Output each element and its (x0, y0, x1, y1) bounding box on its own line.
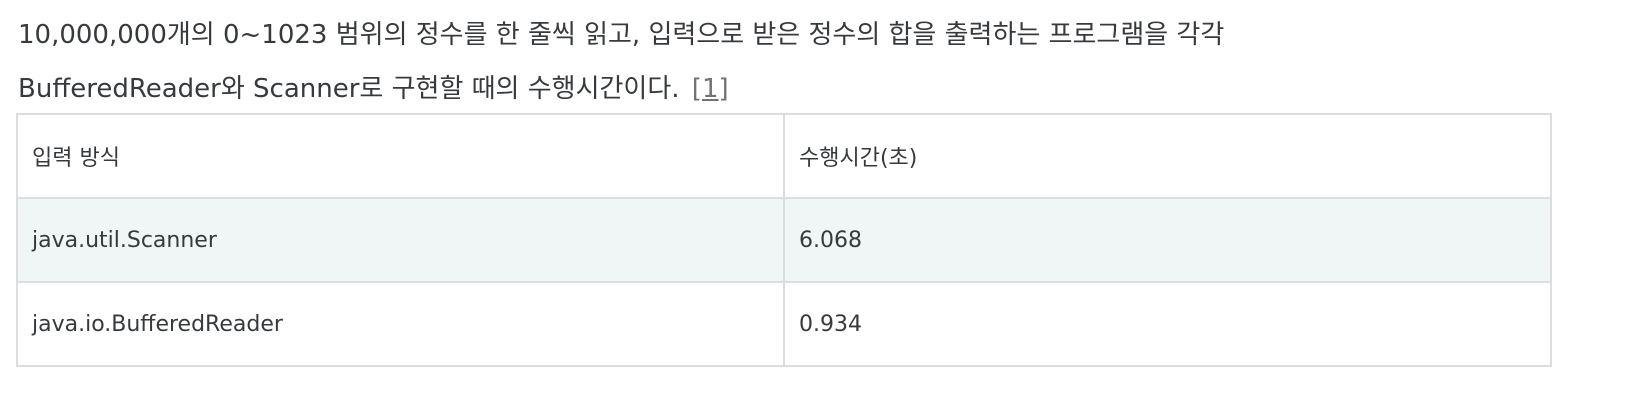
description-paragraph: 10,000,000개의 0~1023 범위의 정수를 한 줄씩 읽고, 입력으… (18, 8, 1618, 116)
cell-time: 6.068 (783, 197, 1552, 283)
cell-time: 0.934 (783, 281, 1552, 367)
cell-method: java.io.BufferedReader (16, 281, 785, 367)
table-header-row: 입력 방식 수행시간(초) (16, 113, 1552, 199)
paragraph-line-2: BufferedReader와 Scanner로 구현할 때의 수행시간이다. (18, 74, 680, 104)
header-execution-time: 수행시간(초) (783, 113, 1552, 199)
cell-method: java.util.Scanner (16, 197, 785, 283)
table-row: java.util.Scanner 6.068 (16, 197, 1552, 283)
footnote-link[interactable]: [1] (691, 74, 729, 104)
table-row: java.io.BufferedReader 0.934 (16, 281, 1552, 367)
paragraph-line-1: 10,000,000개의 0~1023 범위의 정수를 한 줄씩 읽고, 입력으… (18, 20, 1225, 50)
results-table: 입력 방식 수행시간(초) java.util.Scanner 6.068 ja… (16, 113, 1552, 367)
header-input-method: 입력 방식 (16, 113, 785, 199)
